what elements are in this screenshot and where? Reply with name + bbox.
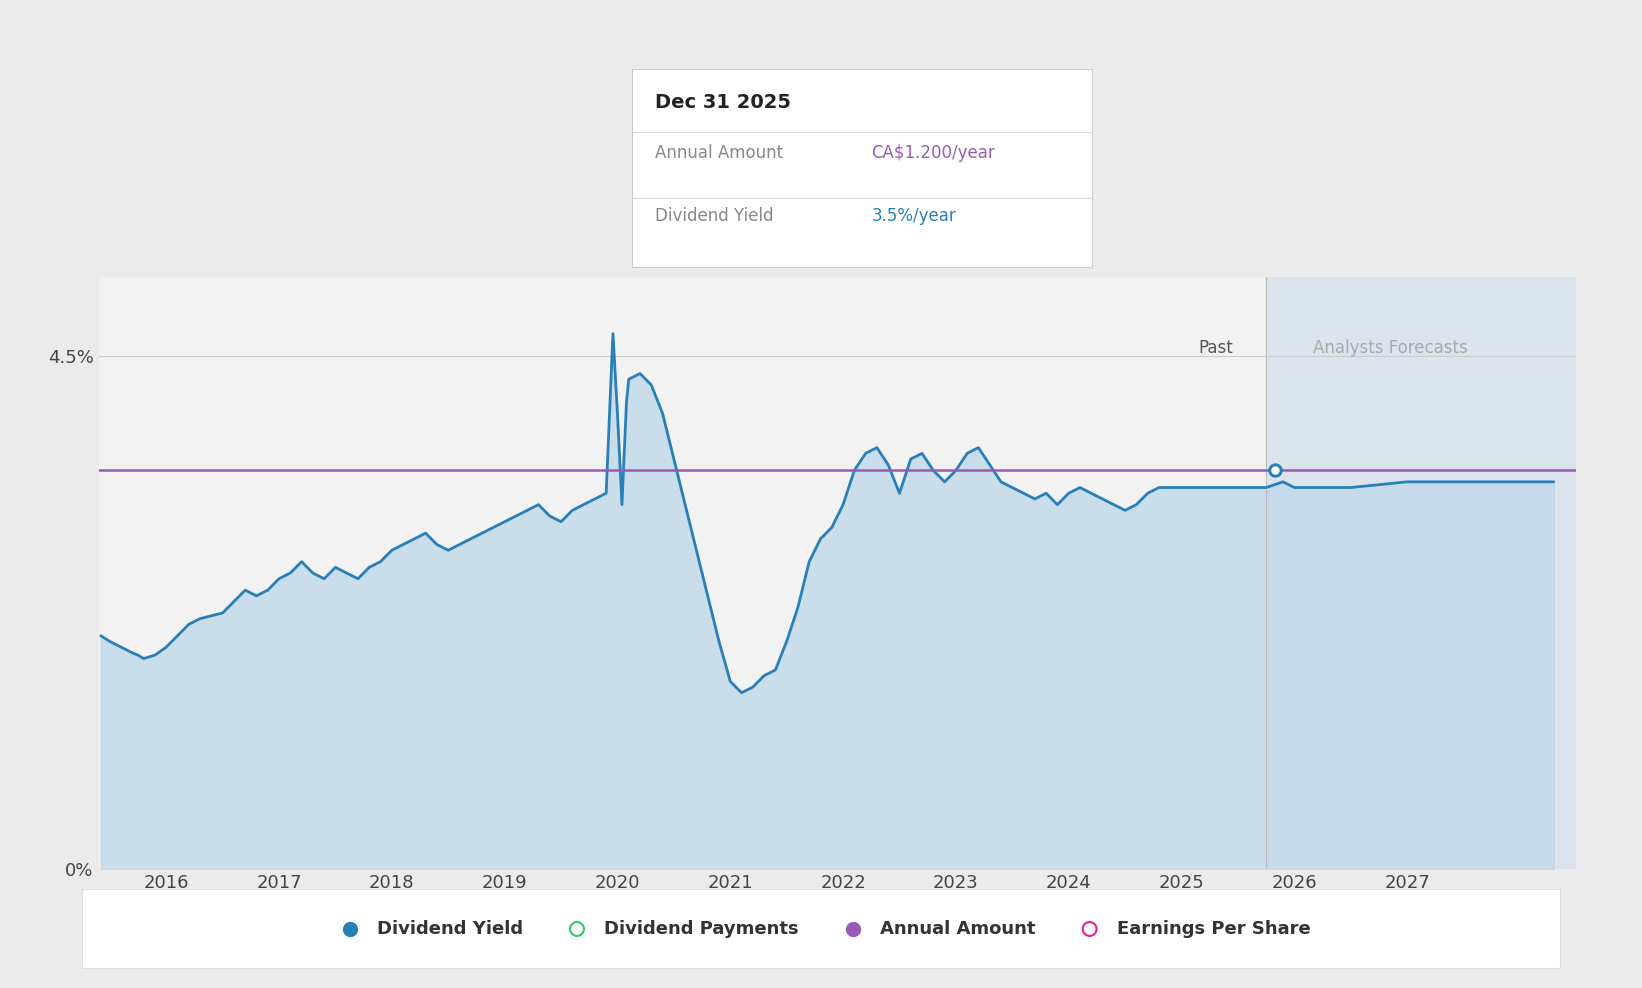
Text: Past: Past xyxy=(1199,339,1233,357)
Text: Dividend Yield: Dividend Yield xyxy=(655,207,773,225)
Text: Dec 31 2025: Dec 31 2025 xyxy=(655,93,791,112)
Text: Annual Amount: Annual Amount xyxy=(655,144,783,162)
Text: CA$1.200/year: CA$1.200/year xyxy=(872,144,995,162)
Point xyxy=(1263,462,1289,478)
Bar xyxy=(1266,277,1576,869)
Legend: Dividend Yield, Dividend Payments, Annual Amount, Earnings Per Share: Dividend Yield, Dividend Payments, Annua… xyxy=(322,911,1320,947)
Point xyxy=(1263,462,1289,478)
Text: Analysts Forecasts: Analysts Forecasts xyxy=(1314,339,1468,357)
Text: 3.5%/year: 3.5%/year xyxy=(872,207,956,225)
